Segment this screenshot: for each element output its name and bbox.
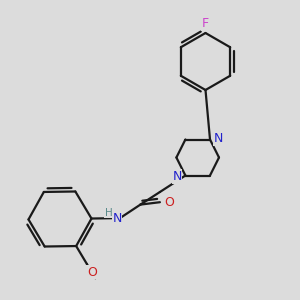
Text: N: N xyxy=(112,212,122,225)
Text: H: H xyxy=(105,208,112,218)
Text: N: N xyxy=(172,170,182,183)
Text: O: O xyxy=(87,266,97,279)
Text: O: O xyxy=(164,196,174,209)
Text: F: F xyxy=(202,17,209,30)
Text: N: N xyxy=(214,132,223,145)
